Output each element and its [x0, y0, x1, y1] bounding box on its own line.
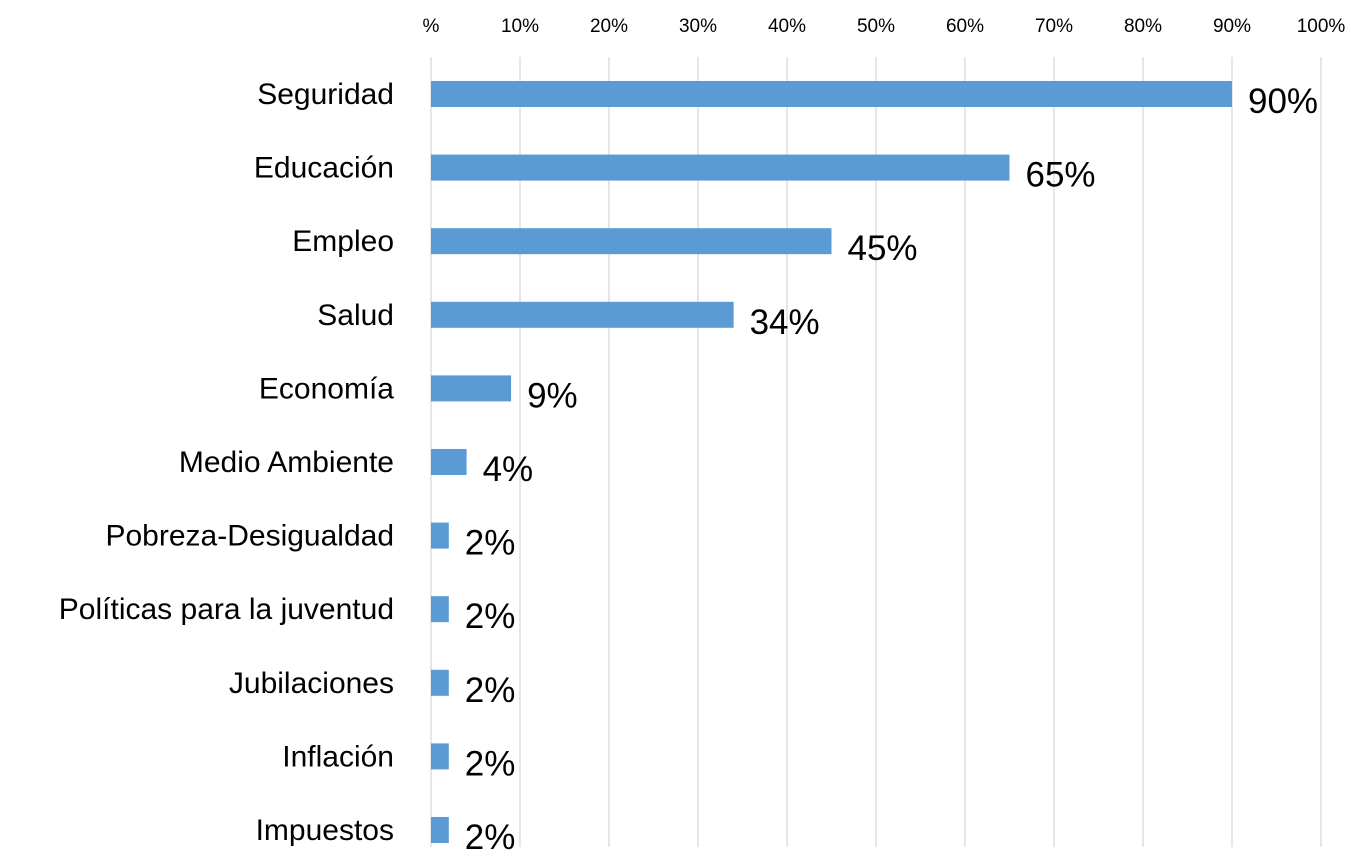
data-label: 2% — [465, 744, 516, 783]
category-label: Impuestos — [256, 814, 394, 847]
data-label: 2% — [465, 524, 516, 563]
bar — [431, 596, 449, 622]
data-label: 45% — [848, 229, 918, 268]
category-label: Medio Ambiente — [179, 446, 394, 479]
bar — [431, 523, 449, 549]
category-label: Jubilaciones — [229, 667, 394, 700]
bar — [431, 449, 467, 475]
bar — [431, 155, 1010, 181]
x-tick-label: 60% — [946, 16, 984, 37]
data-labels: 90% 65% 45% 34% 9% 4% 2% 2% 2% 2% 2% — [465, 82, 1318, 857]
bar — [431, 743, 449, 769]
x-tick-label: 90% — [1213, 16, 1251, 37]
category-label: Salud — [317, 299, 394, 332]
category-label: Pobreza-Desigualdad — [105, 520, 394, 553]
bar — [431, 670, 449, 696]
data-label: 2% — [465, 671, 516, 710]
category-label: Seguridad — [257, 78, 394, 111]
category-label: Empleo — [292, 225, 394, 258]
bar — [431, 228, 832, 254]
x-tick-label: 80% — [1124, 16, 1162, 37]
category-labels: Seguridad Educación Empleo Salud Economía Med… — [59, 78, 395, 847]
category-label: Educación — [254, 152, 394, 185]
x-tick-label: 100% — [1297, 16, 1346, 37]
x-tick-label: 70% — [1035, 16, 1073, 37]
bar — [431, 81, 1232, 107]
data-label: 2% — [465, 597, 516, 636]
data-label: 4% — [483, 450, 534, 489]
category-label: Inflación — [282, 740, 394, 773]
x-axis-tick-labels: % 10% 20% 30% 40% 50% 60% 70% 80% 90% 100% — [423, 16, 1346, 37]
data-label: 90% — [1248, 82, 1318, 121]
bar — [431, 817, 449, 843]
x-tick-label: 50% — [857, 16, 895, 37]
bar — [431, 302, 734, 328]
bar — [431, 375, 511, 401]
x-tick-label: % — [423, 16, 440, 37]
data-label: 34% — [750, 303, 820, 342]
category-label: Políticas para la juventud — [59, 593, 394, 626]
data-label: 9% — [527, 376, 578, 415]
bars — [431, 81, 1232, 843]
data-label: 65% — [1026, 156, 1096, 195]
x-tick-label: 10% — [501, 16, 539, 37]
data-label: 2% — [465, 818, 516, 857]
x-tick-label: 40% — [768, 16, 806, 37]
x-tick-label: 30% — [679, 16, 717, 37]
category-label: Economía — [259, 372, 394, 405]
x-tick-label: 20% — [590, 16, 628, 37]
